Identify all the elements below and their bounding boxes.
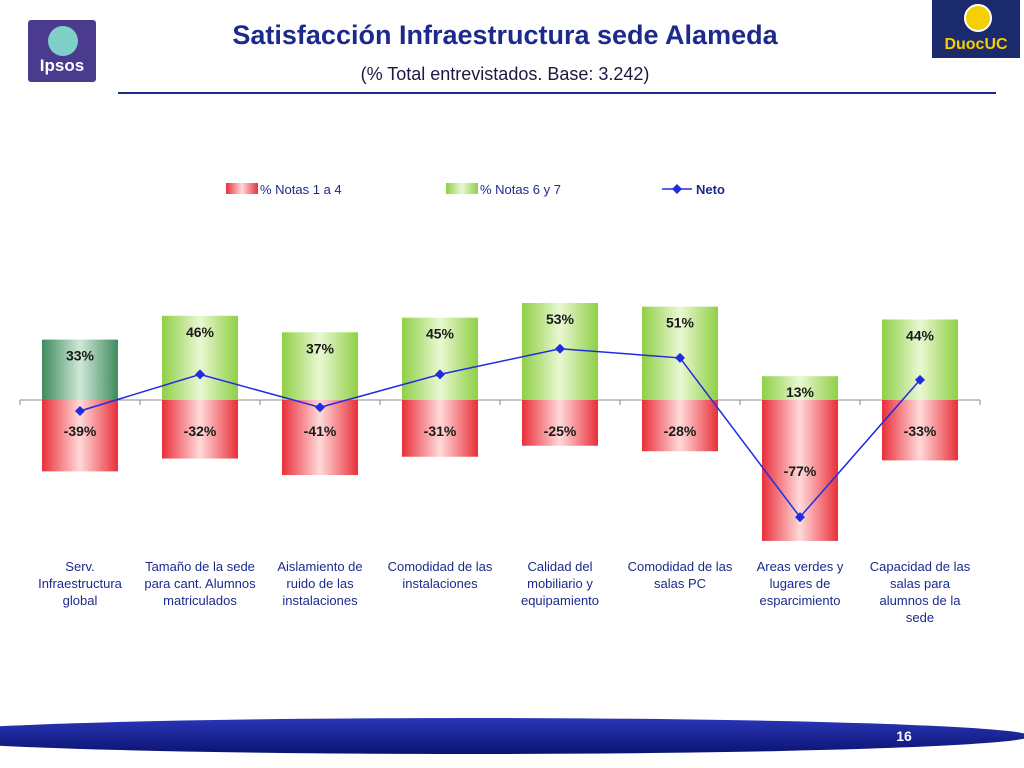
x-tick-label: global [63, 593, 98, 608]
point-neto [195, 369, 205, 380]
point-neto [315, 402, 325, 413]
data-label-notas-1-4: -28% [664, 423, 697, 439]
x-tick-label: Aislamiento de [277, 559, 362, 574]
duoc-logo-text: DuocUC [944, 36, 1008, 53]
data-label-notas-1-4: -31% [424, 423, 457, 439]
bar-notas-1-4 [162, 400, 238, 459]
data-label-notas-1-4: -41% [304, 423, 337, 439]
footer-band [0, 718, 1024, 754]
bar-notas-6-7 [762, 376, 838, 400]
point-neto [75, 405, 85, 416]
point-neto [795, 512, 805, 523]
data-label-notas-6-7: 44% [906, 327, 935, 343]
x-tick-label: lugares de [770, 576, 831, 591]
legend-swatch-notas-6-7 [446, 183, 478, 194]
x-tick-label: instalaciones [282, 593, 358, 608]
data-label-notas-1-4: -77% [784, 463, 817, 479]
legend-label-neto: Neto [696, 182, 725, 197]
ipsos-face-icon [48, 26, 78, 56]
data-label-notas-1-4: -25% [544, 423, 577, 439]
data-label-notas-6-7: 51% [666, 315, 695, 331]
bar-notas-6-7 [282, 332, 358, 400]
data-label-notas-1-4: -33% [904, 423, 937, 439]
ipsos-logo-text: Ipsos [39, 56, 85, 75]
bar-notas-6-7 [42, 339, 118, 400]
x-tick-label: para cant. Alumnos [144, 576, 256, 591]
bar-notas-1-4 [282, 400, 358, 476]
title-divider [118, 92, 996, 94]
bar-notas-1-4 [402, 400, 478, 457]
point-neto [555, 343, 565, 354]
x-tick-label: Comodidad de las [388, 559, 493, 574]
page-number: 16 [896, 728, 912, 744]
page-subtitle: (% Total entrevistados. Base: 3.242) [360, 64, 650, 84]
x-tick-label: salas PC [654, 576, 706, 591]
legend-marker-neto [672, 184, 682, 194]
data-label-notas-1-4: -32% [184, 423, 217, 439]
duoc-seal-icon [964, 4, 992, 32]
point-neto [435, 369, 445, 380]
x-tick-label: mobiliario y [527, 576, 593, 591]
x-tick-label: Tamaño de la sede [145, 559, 255, 574]
page-title: Satisfacción Infraestructura sede Alamed… [232, 20, 778, 50]
x-tick-label: alumnos de la [880, 593, 962, 608]
point-neto [675, 352, 685, 363]
data-label-notas-6-7: 37% [306, 340, 335, 356]
data-label-notas-6-7: 45% [426, 326, 455, 342]
data-label-notas-6-7: 46% [186, 324, 215, 340]
x-tick-label: Serv. [65, 559, 94, 574]
x-tick-label: Comodidad de las [628, 559, 733, 574]
data-label-notas-1-4: -39% [64, 423, 97, 439]
x-tick-label: sede [906, 610, 934, 625]
x-tick-label: esparcimiento [760, 593, 841, 608]
legend-label-notas-1-4: % Notas 1 a 4 [260, 182, 342, 197]
point-neto [915, 374, 925, 385]
legend-label-notas-6-7: % Notas 6 y 7 [480, 182, 561, 197]
series-line-neto [79, 348, 921, 519]
legend-swatch-notas-1-4 [226, 183, 258, 194]
x-tick-label: equipamiento [521, 593, 599, 608]
x-tick-label: salas para [890, 576, 951, 591]
ipsos-logo: Ipsos [28, 20, 96, 82]
x-tick-label: Calidad del [527, 559, 592, 574]
x-tick-label: instalaciones [402, 576, 478, 591]
x-tick-label: Areas verdes y [757, 559, 844, 574]
footer-ellipse [0, 718, 1024, 754]
bar-notas-1-4 [642, 400, 718, 452]
x-tick-label: matriculados [163, 593, 237, 608]
satisfaction-chart: 33% -39% Serv. Infraestructura global 46% -32%… [19, 182, 981, 625]
data-label-notas-6-7: 33% [66, 348, 95, 364]
bar-notas-6-7 [162, 315, 238, 400]
bar-notas-1-4 [882, 400, 958, 461]
x-tick-label: Capacidad de las [870, 559, 971, 574]
bar-notas-6-7 [882, 319, 958, 400]
x-tick-label: Infraestructura [38, 576, 123, 591]
data-label-notas-6-7: 13% [786, 384, 815, 400]
data-label-notas-6-7: 53% [546, 311, 575, 327]
bar-notas-1-4 [522, 400, 598, 446]
bar-notas-6-7 [402, 317, 478, 400]
x-tick-label: ruido de las [286, 576, 354, 591]
duoc-uc-logo: DuocUC [932, 0, 1020, 58]
